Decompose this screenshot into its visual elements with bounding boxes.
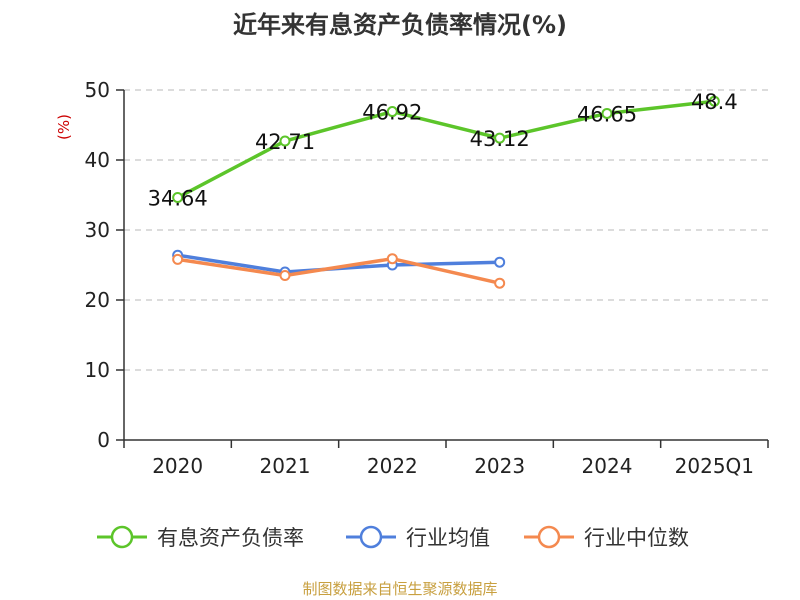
chart-title: 近年来有息资产负债率情况(%) — [233, 11, 567, 39]
data-point — [494, 277, 506, 289]
legend-swatch-marker — [359, 525, 383, 549]
series-line — [175, 256, 502, 285]
x-tick-label: 2024 — [582, 454, 633, 478]
data-label: 43.12 — [470, 127, 530, 151]
data-point — [172, 192, 184, 204]
data-point — [601, 107, 613, 119]
series-line — [175, 99, 717, 200]
data-point — [708, 95, 720, 107]
data-point — [494, 132, 506, 144]
y-tick-label: 20 — [85, 288, 110, 312]
y-axis-label: (%) — [55, 114, 73, 140]
data-point — [279, 270, 291, 281]
data-label: 46.65 — [577, 102, 637, 126]
series-line — [175, 253, 502, 274]
y-tick-label: 40 — [85, 148, 110, 172]
data-point — [172, 253, 184, 265]
data-point — [386, 106, 398, 118]
y-tick-label: 50 — [85, 78, 110, 102]
x-tick-label: 2022 — [367, 454, 418, 478]
y-tick-label: 0 — [97, 428, 110, 452]
legend-item-1: 有息资产负债率 — [97, 525, 304, 550]
legend-item-2: 行业均值 — [346, 525, 490, 550]
legend-label: 有息资产负债率 — [157, 526, 304, 550]
legend-label: 行业均值 — [406, 526, 490, 550]
legend-item-3: 行业中位数 — [524, 525, 689, 550]
data-label: 46.92 — [362, 101, 422, 125]
axes: 0 10 20 30 40 50 2020 2021 2022 2023 2024 2025Q1 — [85, 78, 769, 478]
x-tick-label: 2021 — [260, 454, 311, 478]
legend: 有息资产负债率 行业均值 行业中位数 — [97, 525, 689, 550]
x-tick-label: 2023 — [474, 454, 525, 478]
grid-lines — [124, 89, 768, 371]
legend-swatch-marker — [537, 525, 561, 549]
legend-swatch-marker — [110, 525, 134, 549]
data-point — [386, 253, 398, 265]
data-point — [494, 256, 506, 268]
series-group: 34.64 42.71 46.92 43.12 46.65 48.4 — [148, 90, 738, 289]
data-label: 34.64 — [148, 187, 208, 211]
data-label: 48.4 — [691, 90, 738, 114]
series-1: 34.64 42.71 46.92 43.12 46.65 48.4 — [148, 90, 738, 210]
data-label: 42.71 — [255, 130, 315, 154]
x-tick-label: 2025Q1 — [675, 454, 754, 478]
y-tick-label: 30 — [85, 218, 110, 242]
legend-label: 行业中位数 — [584, 526, 689, 550]
y-tick-label: 10 — [85, 358, 110, 382]
source-note: 制图数据来自恒生聚源数据库 — [302, 580, 497, 598]
series-3 — [172, 253, 506, 289]
x-tick-label: 2020 — [152, 454, 203, 478]
data-point — [279, 135, 291, 147]
